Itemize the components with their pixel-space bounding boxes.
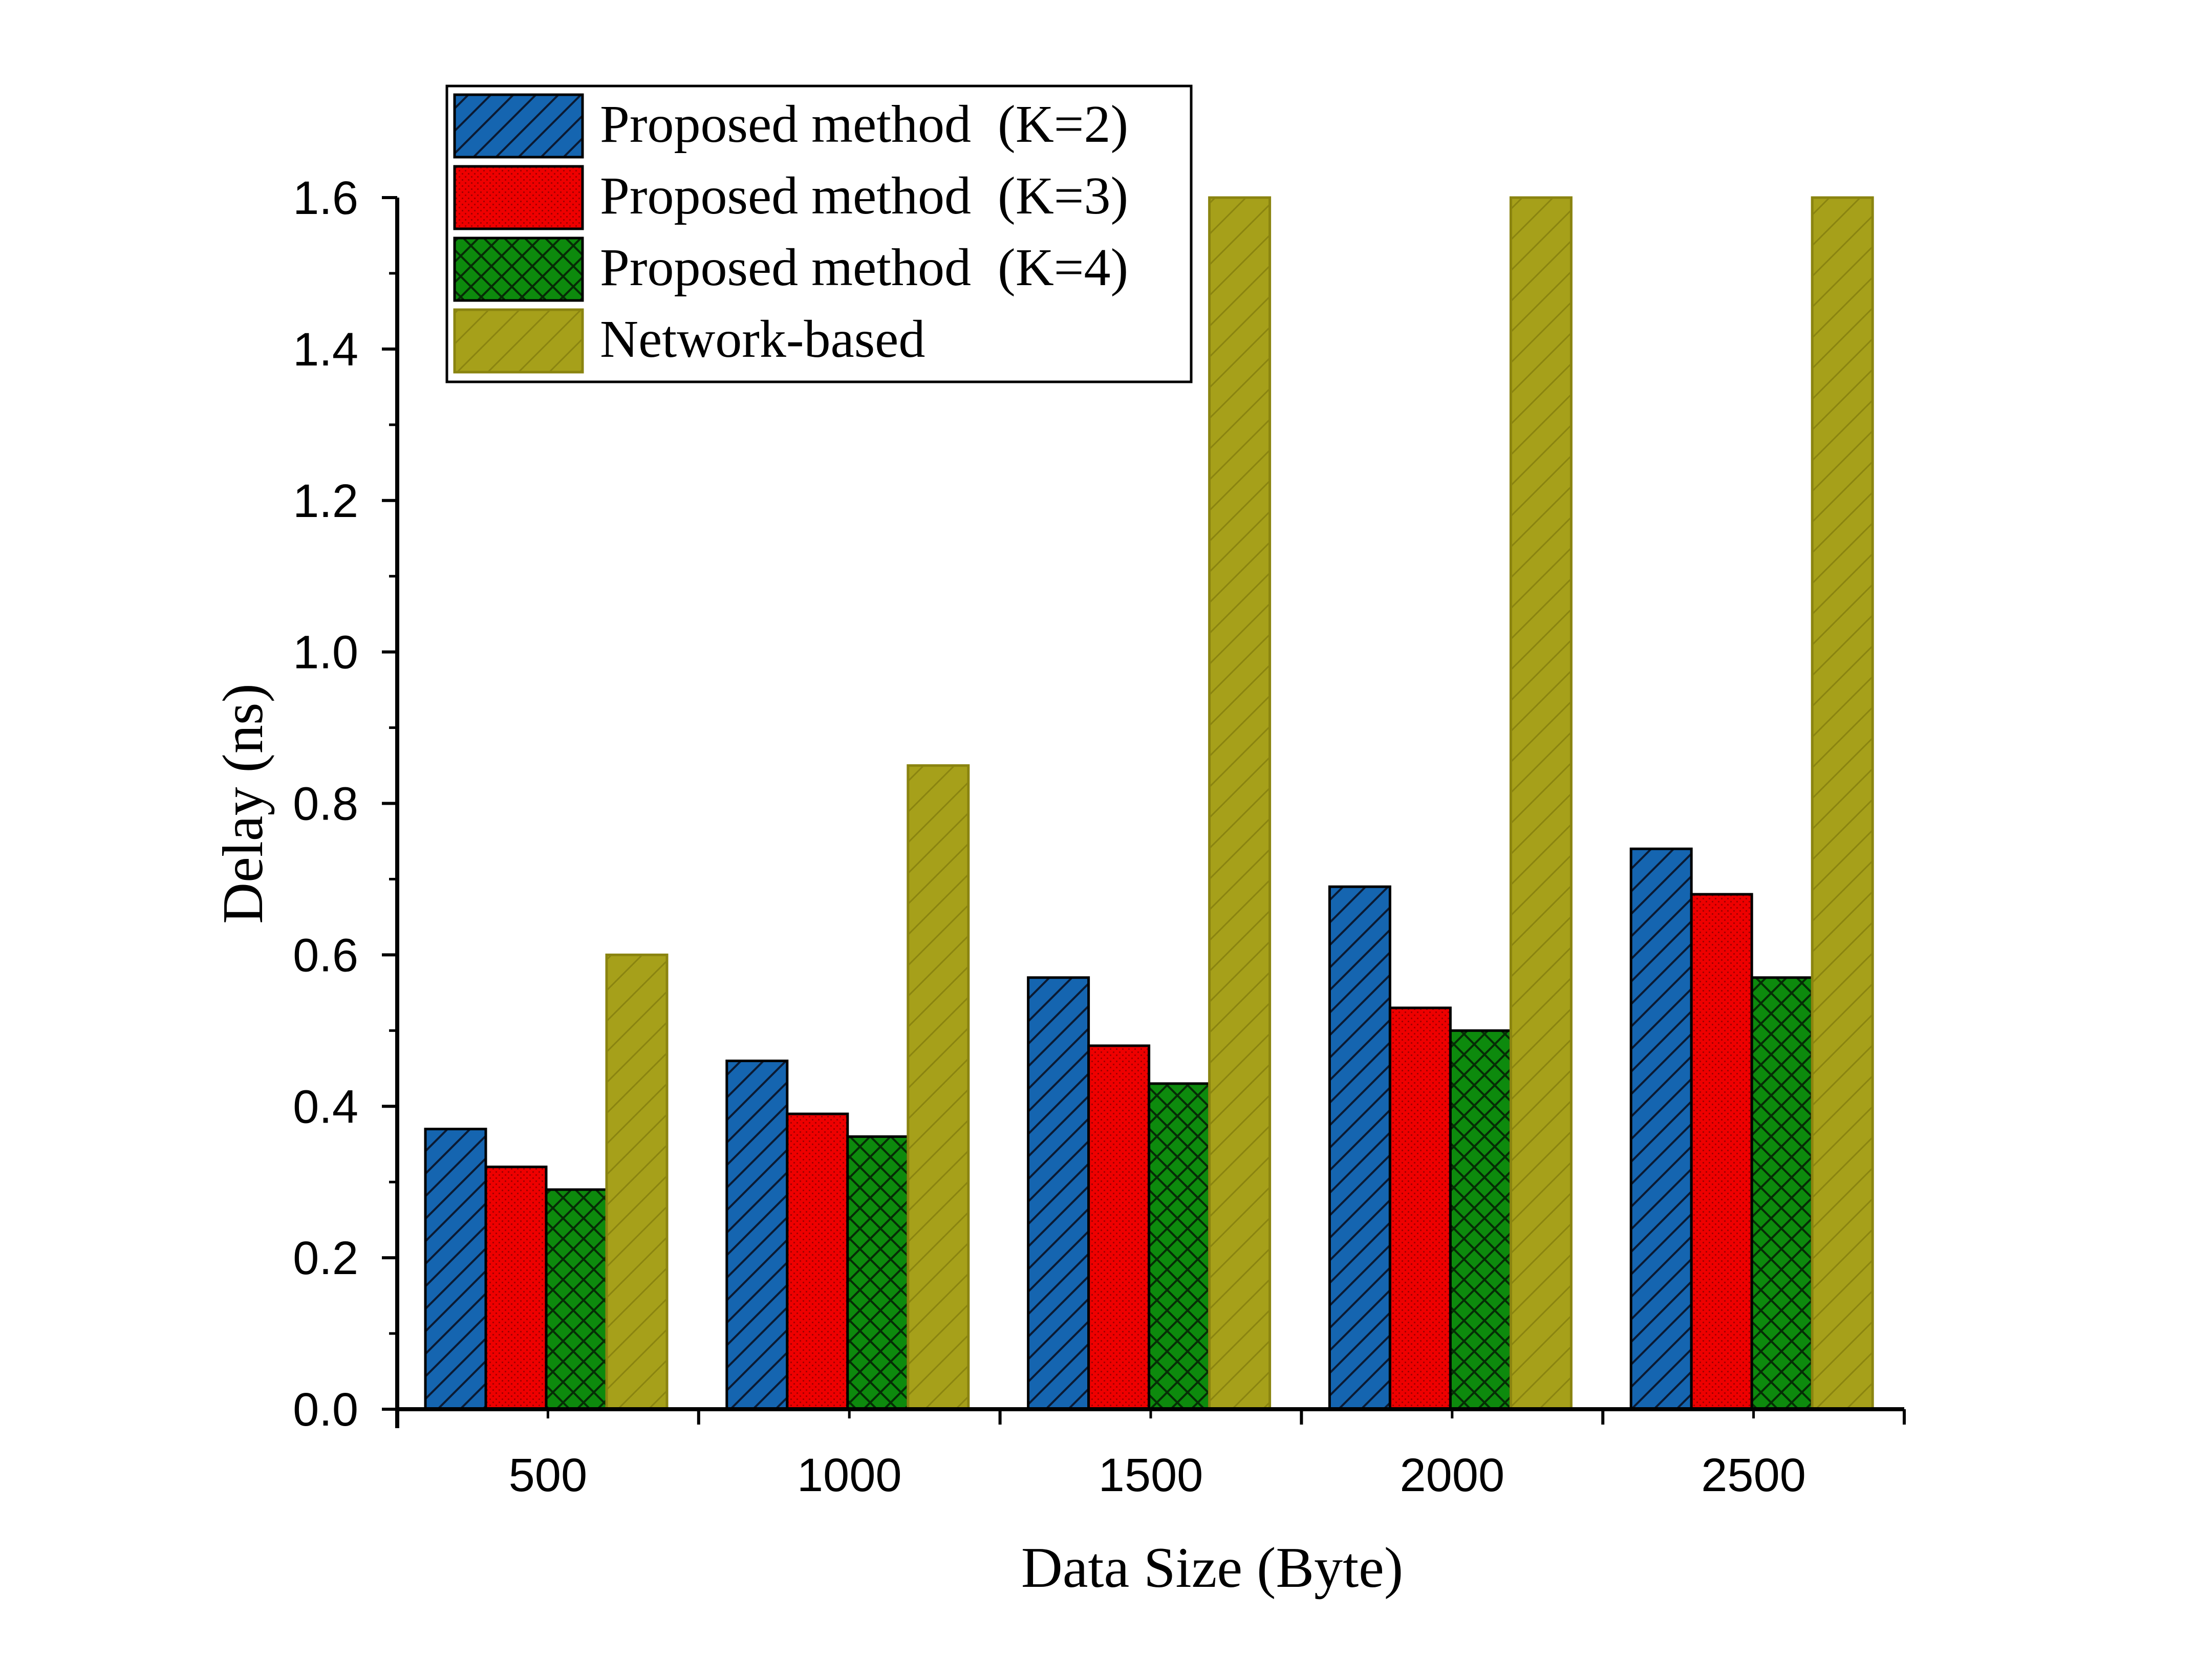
y-tick-label: 1.6 [293,172,358,224]
legend-swatch-2 [453,165,584,230]
y-tick-label: 0.6 [293,929,358,981]
x-tick-label: 2500 [1701,1449,1806,1501]
y-tick-label: 0.0 [293,1384,358,1436]
y-tick-label: 1.0 [293,627,358,679]
x-tick-label: 500 [509,1449,588,1501]
bar-3-2000 [1449,1029,1512,1411]
x-tick-label: 2000 [1400,1449,1504,1501]
y-ticks-group: 0.0 0.2 0.4 0.6 0.8 1.0 1.2 1.4 1.6 [293,172,397,1436]
legend-label-2: Proposed method (K=3) [600,166,1128,225]
bar-3-1000 [846,1135,910,1411]
bars-group [424,196,1874,1411]
y-tick-label: 0.2 [293,1232,358,1284]
x-tick-label: 1000 [797,1449,902,1501]
bar-3-2500 [1750,976,1814,1411]
bar-2-1000 [786,1112,849,1411]
bar-1-1000 [725,1059,789,1411]
y-tick-label: 0.8 [293,778,358,830]
legend-label-4: Network-based [600,310,925,369]
legend-swatch-1 [453,93,584,159]
legend-label-3: Proposed method (K=4) [600,238,1128,297]
y-tick-label: 0.4 [293,1081,358,1133]
bar-4-1500 [1208,196,1272,1411]
bar-4-1000 [907,764,970,1411]
bar-1-2500 [1629,847,1693,1411]
bar-2-2500 [1690,893,1753,1411]
bar-2-1500 [1087,1044,1151,1411]
x-axis-title: Data Size (Byte) [1021,1536,1403,1600]
y-tick-label: 1.4 [293,324,358,376]
bar-4-2000 [1509,196,1573,1411]
y-axis-title: Delay (ns) [211,683,275,924]
legend-label-1: Proposed method (K=2) [600,95,1128,154]
bar-3-1500 [1148,1082,1211,1411]
bar-2-2000 [1388,1006,1452,1411]
legend-swatch-4 [453,308,584,374]
bar-1-500 [424,1128,487,1411]
legend-swatch-3 [453,236,584,302]
bar-3-500 [545,1188,608,1411]
bar-4-2500 [1811,196,1874,1411]
x-ticks-group: 500 1000 1500 2000 2500 [396,1409,1906,1501]
bar-1-2000 [1328,885,1391,1411]
legend: Proposed method (K=2) Proposed method (K=… [445,84,1193,383]
bar-4-500 [605,953,669,1411]
y-tick-label: 1.2 [293,475,358,527]
bar-1-1500 [1027,976,1090,1411]
x-tick-label: 1500 [1099,1449,1203,1501]
bar-2-500 [484,1166,548,1411]
